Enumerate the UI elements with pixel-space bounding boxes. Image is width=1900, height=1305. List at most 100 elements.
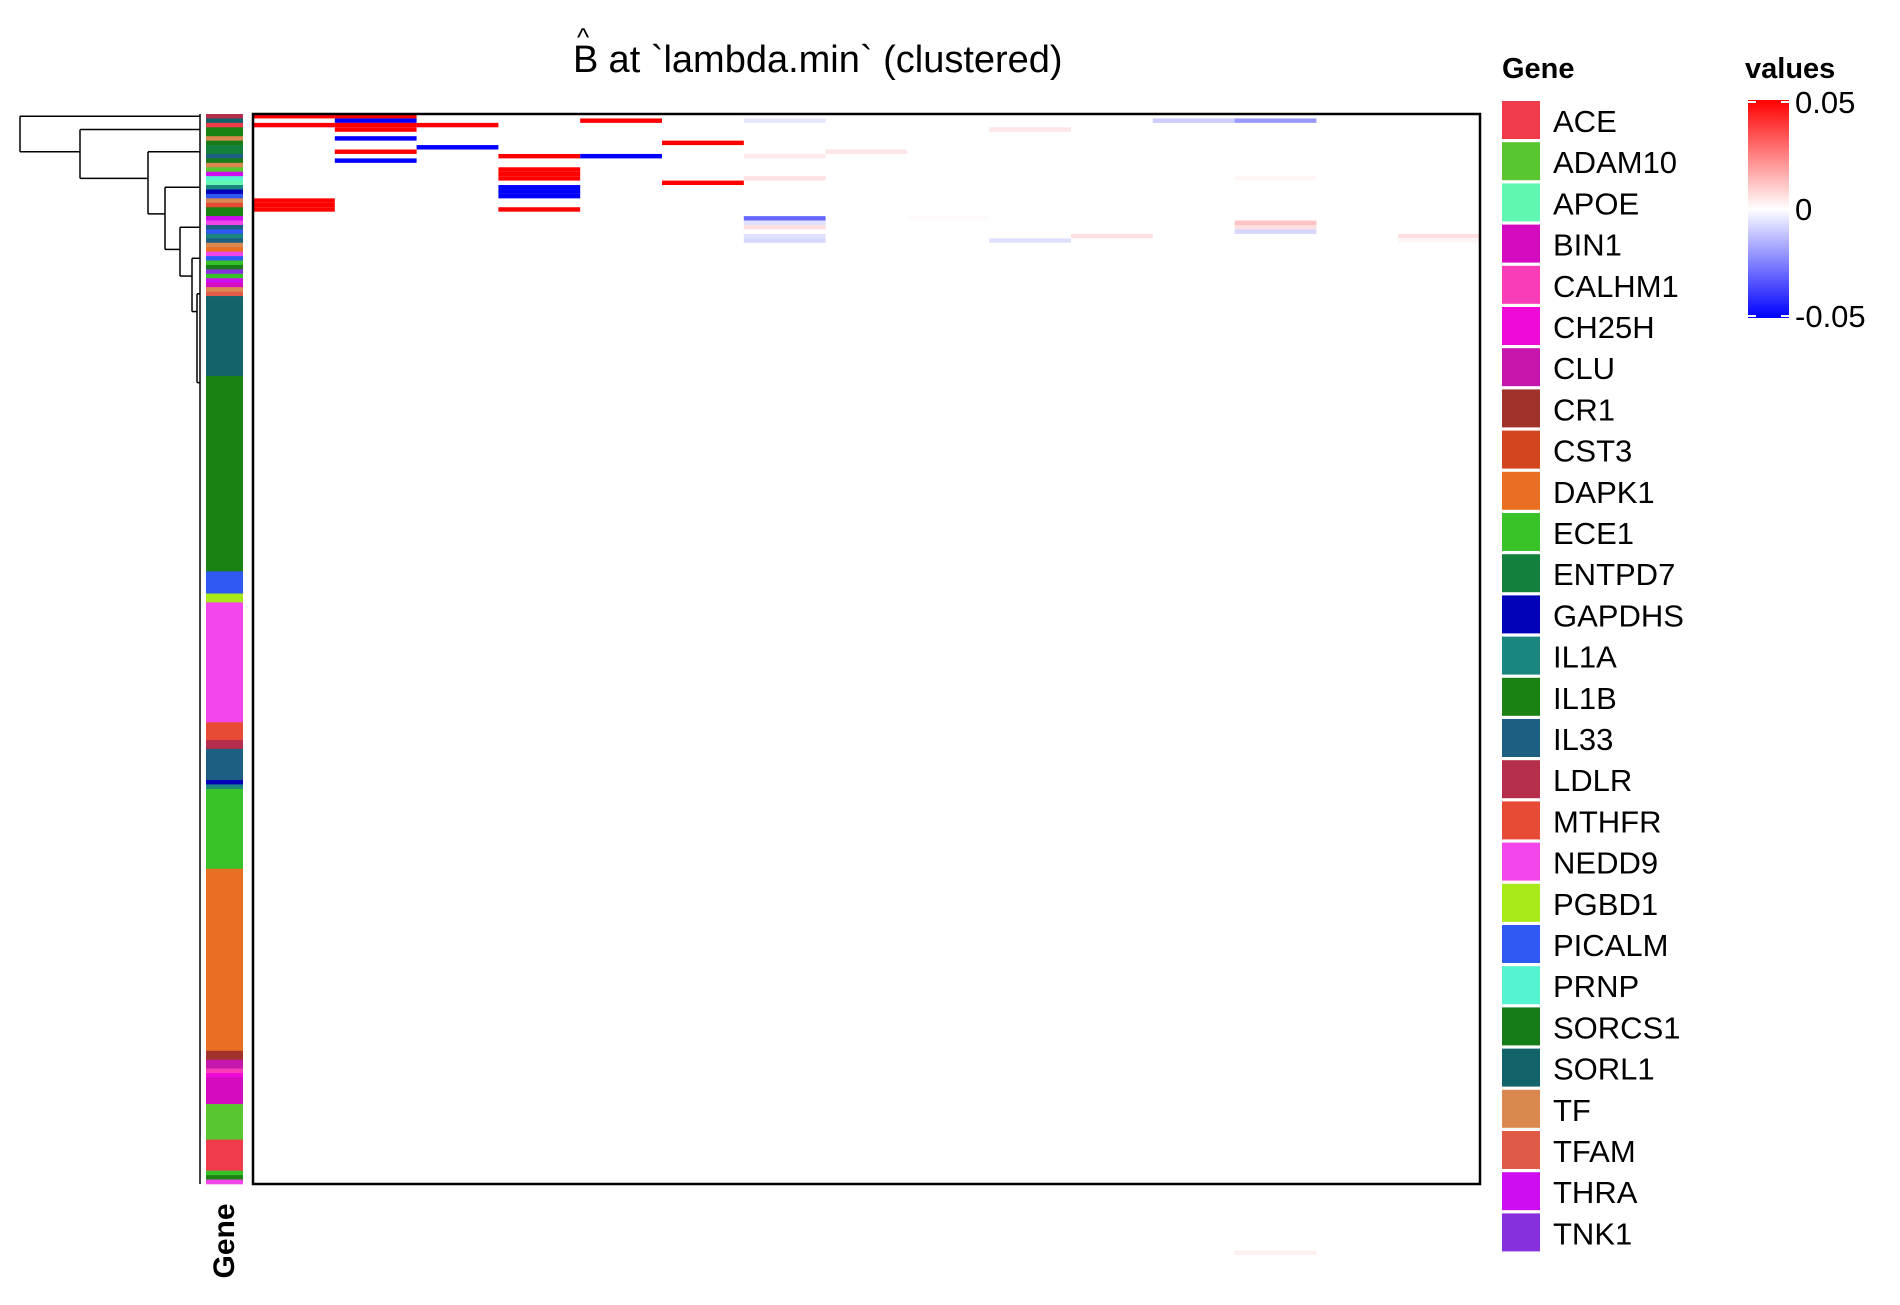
annotation-segment-pgbd1 (206, 593, 243, 603)
gene-legend-label-entpd7: ENTPD7 (1553, 557, 1675, 592)
heatmap-cell (1152, 118, 1235, 123)
annotation-segment-dapk1 (206, 247, 243, 252)
gene-legend-label-cr1: CR1 (1553, 392, 1615, 427)
gene-legend-label-ace: ACE (1553, 104, 1617, 139)
heatmap-cell (743, 176, 826, 181)
gene-legend-label-il1a: IL1A (1553, 640, 1617, 675)
heatmap-cell (498, 193, 581, 199)
annotation-segment-nedd9 (206, 220, 243, 226)
annotation-segment-bin1 (206, 282, 243, 288)
annotation-segment-il1a (206, 185, 243, 190)
annotation-segment-il1a (206, 784, 243, 790)
title-symbol: B (573, 39, 598, 81)
annotation-segment-prnp (206, 176, 243, 181)
gene-legend-swatch-ch25h (1502, 307, 1540, 345)
gene-legend-label-nedd9: NEDD9 (1553, 846, 1658, 881)
gene-legend-swatch-entpd7 (1502, 554, 1540, 593)
heatmap-cell (989, 238, 1071, 243)
annotation-segment-il33 (206, 748, 243, 781)
heatmap-cell (1234, 1250, 1317, 1256)
heatmap-cell (334, 136, 417, 141)
gene-legend-label-ldlr: LDLR (1553, 763, 1632, 798)
annotation-segment-il33 (206, 153, 243, 159)
annotation-axis-label: Gene (208, 1203, 241, 1278)
annotation-segment-picalm (206, 229, 243, 235)
heatmap-cell (1398, 238, 1480, 243)
gene-legend-swatch-sorl1 (1502, 1048, 1540, 1087)
annotation-segment-thra (206, 216, 243, 221)
gene-legend-swatch-thra (1502, 1172, 1540, 1211)
annotation-segment-sorcs1 (206, 140, 243, 146)
annotation-segment-entpd7 (206, 145, 243, 155)
colorbar-tick-label: -0.05 (1795, 299, 1866, 334)
gene-legend: Gene ACE ADAM10 APOE BIN1 CALHM1 CH25H CLU CR1 C… (1502, 53, 1684, 1252)
annotation-segment-ace (206, 122, 243, 128)
annotation-segment-ace (206, 1139, 243, 1171)
annotation-segment-calhm1 (206, 1068, 243, 1074)
heatmap-cell (498, 185, 581, 190)
annotation-segment-nedd9 (206, 251, 243, 257)
heatmap-cell (743, 238, 826, 243)
heatmap-cell (662, 140, 744, 146)
gene-legend-label-adam10: ADAM10 (1553, 145, 1677, 180)
annotation-segment-tf (206, 198, 243, 204)
heatmap-cell (743, 233, 826, 239)
annotation-segment-tf (206, 136, 243, 141)
gene-legend-label-dapk1: DAPK1 (1553, 475, 1655, 510)
gene-legend-label-calhm1: CALHM1 (1553, 269, 1679, 304)
heatmap-cell (498, 171, 581, 177)
gene-legend-swatch-tf (1502, 1089, 1540, 1128)
heatmap-cell (253, 207, 335, 212)
gene-legend-swatch-mthfr (1502, 801, 1540, 840)
annotation-segment-bin1 (206, 1077, 243, 1105)
gene-legend-swatch-bin1 (1502, 224, 1540, 263)
gene-legend-label-cst3: CST3 (1553, 434, 1632, 469)
gene-legend-label-pgbd1: PGBD1 (1553, 887, 1658, 922)
annotation-segment-gapdhs (206, 189, 243, 195)
heatmap-cell (334, 114, 417, 119)
gene-legend-swatch-tnk1 (1502, 1213, 1540, 1252)
annotation-segment-il1b (206, 207, 243, 217)
gene-legend-swatch-il33 (1502, 719, 1540, 757)
annotation-segment-nedd9 (206, 1179, 243, 1185)
gene-legend-label-picalm: PICALM (1553, 928, 1668, 963)
heatmap-cell (1234, 220, 1317, 225)
annotation-segment-picalm (206, 193, 243, 199)
gene-legend-title: Gene (1502, 53, 1575, 85)
colorbar-ticks: 0.05 0 -0.05 (1748, 85, 1866, 334)
gene-legend-swatch-prnp (1502, 966, 1540, 1005)
gene-legend-swatch-tfam (1502, 1131, 1540, 1169)
heatmap-cell (498, 176, 581, 181)
gene-legend-label-apoe: APOE (1553, 186, 1639, 221)
annotation-segment-gapdhs (206, 779, 243, 785)
heatmap-cell (1234, 118, 1317, 123)
annotation-segment-ldlr (206, 740, 243, 750)
heatmap-cell (662, 180, 744, 186)
gene-legend-swatch-pgbd1 (1502, 883, 1540, 922)
heatmap-cell (334, 118, 417, 123)
gene-legend-label-tfam: TFAM (1553, 1134, 1636, 1169)
annotation-segment-il33 (206, 224, 243, 230)
annotation-segment-il1b (206, 127, 243, 137)
chart-title: B ^ at `lambda.min` (clustered) (573, 22, 1063, 81)
gene-legend-label-ece1: ECE1 (1553, 516, 1634, 551)
heatmap-cell (253, 114, 335, 119)
heatmap-cell (253, 122, 335, 128)
heatmap-cell (743, 216, 826, 221)
gene-legend-label-clu: CLU (1553, 351, 1615, 386)
gene-legend-swatch-dapk1 (1502, 471, 1540, 510)
annotation-segment-sorl1 (206, 296, 243, 377)
annotation-segment-dapk1 (206, 868, 243, 1052)
gene-legend-swatch-il1b (1502, 677, 1540, 716)
annotation-segment-tf (206, 242, 243, 248)
annotation-segment-il33 (206, 238, 243, 244)
heatmap-cell (253, 202, 335, 208)
heatmap-cell (498, 153, 581, 159)
annotation-segment-tf (206, 162, 243, 168)
gene-legend-swatch-picalm (1502, 925, 1540, 963)
gene-legend-swatch-il1a (1502, 636, 1540, 675)
title-text: at `lambda.min` (clustered) (598, 39, 1063, 81)
heatmap-cell (825, 149, 908, 154)
annotation-segment-ch25h (206, 1073, 243, 1078)
